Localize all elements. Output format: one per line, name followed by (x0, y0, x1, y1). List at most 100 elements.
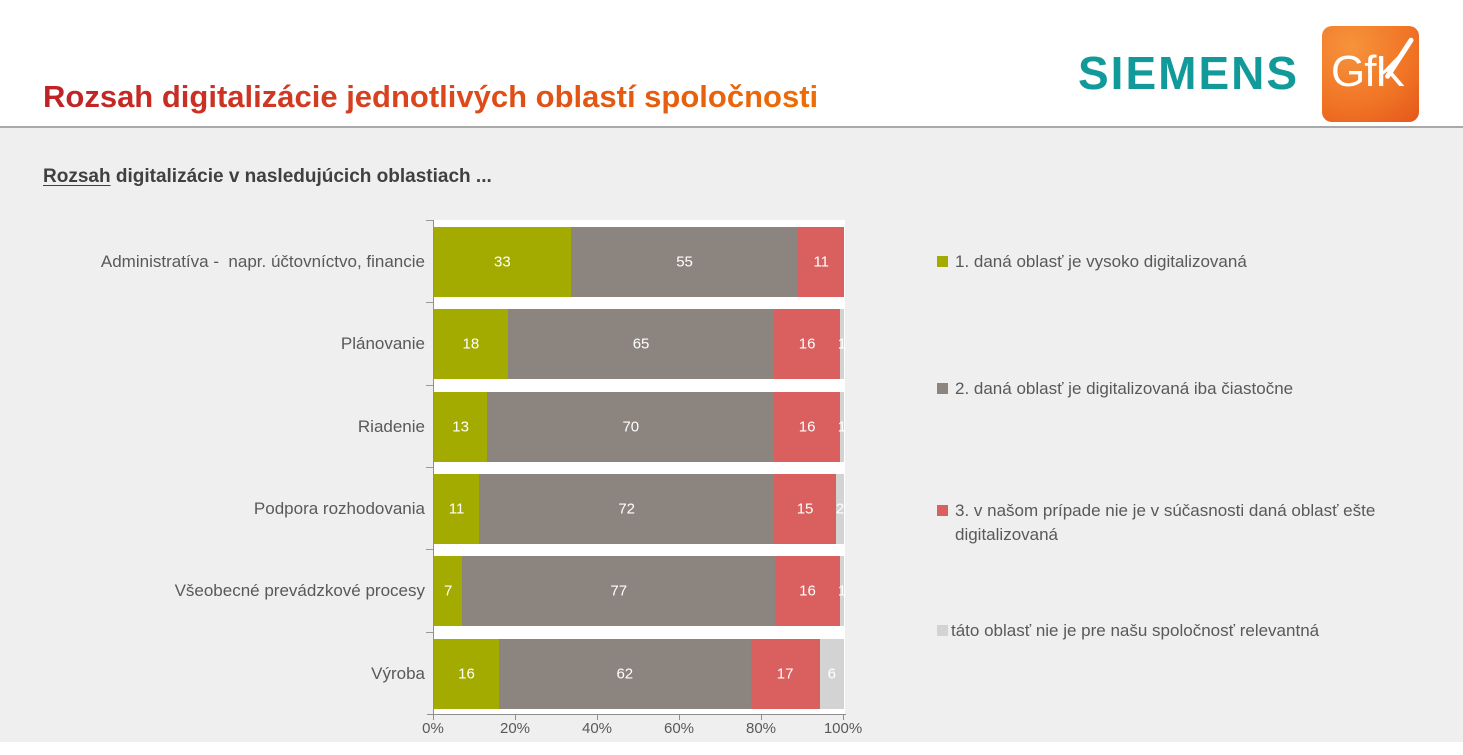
value-label: 15 (796, 500, 814, 518)
chart-question-rest: digitalizácie v nasledujúcich oblastiach… (110, 166, 492, 187)
bar-row-6: 16 62 17 6 (434, 638, 845, 709)
x-axis-tick-label: 20% (499, 720, 531, 737)
value-label: 1 (837, 582, 847, 600)
bar-row-3: 13 70 16 1 (434, 391, 847, 462)
x-axis-tick (679, 715, 680, 720)
value-label: 2 (835, 500, 845, 518)
page-title: Rozsah digitalizácie jednotlivých oblast… (43, 79, 819, 114)
y-axis-tick (426, 549, 434, 551)
bar-segment: 1 (837, 391, 847, 462)
x-axis-tick-label: 60% (663, 720, 695, 737)
value-label: 17 (776, 665, 794, 683)
bar-segment: 15 (774, 473, 836, 544)
bar-segment: 16 (774, 309, 840, 380)
x-axis-tick-label: 0% (422, 720, 444, 737)
value-label: 1 (837, 335, 847, 353)
value-label: 13 (452, 418, 469, 436)
x-axis-tick (843, 715, 844, 720)
legend-label: 3. v našom prípade nie je v súčasnosti d… (955, 501, 1376, 544)
bar-segment: 13 (434, 391, 488, 462)
value-label: 55 (676, 253, 693, 271)
y-axis-tick (426, 631, 434, 633)
bar-segment: 6 (819, 638, 845, 709)
bar-segment: 65 (507, 309, 775, 380)
x-axis-tick (597, 715, 598, 720)
bar-segment: 16 (434, 638, 499, 709)
value-label: 70 (622, 418, 640, 436)
bar-row-1: 33 55 11 (434, 227, 845, 297)
bar-segment: 16 (775, 556, 840, 627)
bar-segment: 16 (774, 391, 840, 462)
siemens-logo: SIEMENS (1078, 47, 1300, 99)
bar-row-4: 11 72 15 2 (434, 473, 845, 544)
value-label: 72 (618, 500, 636, 518)
value-label: 7 (444, 582, 453, 600)
legend-label: 1. daná oblasť je vysoko digitalizovaná (955, 252, 1247, 271)
category-label: Výroba (371, 663, 425, 683)
x-axis-line (427, 714, 846, 715)
gfk-logo: GfK (1322, 26, 1419, 122)
value-label: 33 (493, 253, 511, 271)
bar-segment: 55 (570, 227, 799, 297)
x-axis-tick (433, 715, 434, 720)
bar-segment: 70 (487, 391, 775, 462)
y-axis-tick (426, 302, 434, 304)
x-axis-tick (515, 715, 516, 720)
bar-row-2: 18 65 16 1 (434, 309, 847, 380)
x-axis-tick (761, 715, 762, 720)
category-label: Všeobecné prevádzkové procesy (174, 581, 425, 601)
bar-segment: 77 (462, 556, 775, 627)
value-label: 11 (448, 500, 465, 518)
legend-swatch-icon (937, 256, 948, 267)
bar-row-5: 7 77 16 1 (434, 556, 847, 627)
category-label: Podpora rozhodovania (253, 498, 425, 518)
value-label: 62 (616, 665, 634, 683)
header-divider (0, 126, 1463, 128)
bar-segment: 2 (835, 473, 845, 544)
value-label: 16 (799, 582, 816, 600)
value-label: 6 (827, 665, 836, 683)
bar-segment: 11 (798, 227, 845, 297)
y-axis-tick (426, 466, 434, 468)
chart-question-underlined: Rozsah (43, 166, 111, 187)
x-axis-tick-label: 40% (581, 720, 613, 737)
legend-swatch-icon (937, 625, 948, 636)
value-label: 1 (837, 418, 847, 436)
legend-item: 3. v našom prípade nie je v súčasnosti d… (937, 499, 1387, 547)
legend-swatch-icon (937, 383, 948, 394)
footer-strip (0, 742, 1463, 755)
category-label: Riadenie (357, 416, 425, 436)
bar-segment: 1 (837, 309, 847, 380)
value-label: 16 (458, 665, 475, 683)
legend-item: táto oblasť nie je pre našu spoločnosť r… (937, 619, 1387, 643)
legend-label: táto oblasť nie je pre našu spoločnosť r… (951, 621, 1320, 640)
x-axis-tick-label: 100% (823, 720, 863, 737)
bar-segment: 11 (434, 473, 480, 544)
value-label: 18 (462, 335, 480, 353)
x-axis-tick-label: 80% (745, 720, 777, 737)
legend-item: 1. daná oblasť je vysoko digitalizovaná (937, 250, 1387, 274)
value-label: 16 (798, 418, 816, 436)
bar-segment: 33 (434, 227, 571, 297)
value-label: 11 (813, 253, 830, 271)
chart-question: Rozsah digitalizácie v nasledujúcich obl… (43, 166, 492, 188)
bar-segment: 17 (750, 638, 820, 709)
y-axis-tick (426, 384, 434, 386)
category-label: Administratíva - napr. účtovníctvo, fina… (100, 252, 425, 271)
value-label: 77 (610, 582, 628, 600)
category-label: Plánovanie (340, 334, 425, 354)
y-axis-line (433, 220, 434, 715)
legend-swatch-icon (937, 505, 948, 516)
value-label: 65 (632, 335, 650, 353)
bar-segment: 18 (434, 309, 508, 380)
bar-segment: 72 (479, 473, 775, 544)
value-label: 16 (798, 335, 816, 353)
legend-label: 2. daná oblasť je digitalizovaná iba čia… (955, 379, 1294, 398)
bar-segment: 7 (434, 556, 463, 627)
y-axis-tick (426, 220, 434, 221)
bar-segment: 62 (498, 638, 751, 709)
legend-item: 2. daná oblasť je digitalizovaná iba čia… (937, 377, 1387, 401)
plot-area (433, 220, 845, 714)
